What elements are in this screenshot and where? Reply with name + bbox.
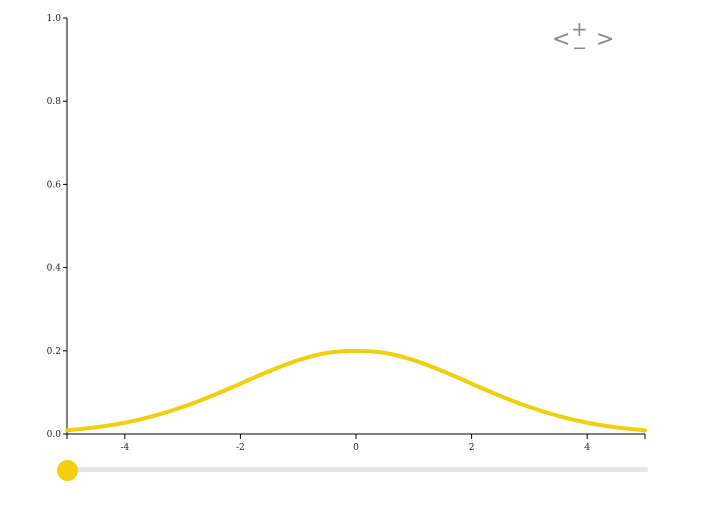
y-tick-label: 0.8: [47, 97, 62, 107]
y-tick-label: 0.4: [47, 264, 62, 274]
y-tick-label: 0.0: [47, 430, 62, 440]
x-tick-label: -4: [120, 443, 129, 453]
chart-ticks: 0.0 0.2 0.4 0.6 0.8 1.0 -4 -2 0 2 4: [47, 14, 591, 453]
chart-axes: [66, 18, 646, 439]
y-tick-label: 1.0: [47, 14, 62, 24]
x-tick-label: 2: [469, 443, 475, 453]
zoom-out-icon[interactable]: −: [572, 38, 588, 59]
x-tick-label: 4: [584, 443, 590, 453]
y-tick-label: 0.2: [47, 347, 61, 357]
x-tick-label: -2: [236, 443, 245, 453]
y-tick-label: 0.6: [47, 180, 62, 190]
x-tick-label: 0: [353, 443, 359, 453]
series-line: [65, 349, 647, 433]
next-arrow-icon[interactable]: >: [596, 27, 615, 52]
chart-series-layer: [65, 349, 647, 433]
prev-arrow-icon[interactable]: <: [552, 27, 571, 52]
zoom-in-icon[interactable]: +: [571, 17, 588, 41]
slider-handle[interactable]: [57, 460, 78, 481]
slider-track[interactable]: [66, 467, 648, 472]
